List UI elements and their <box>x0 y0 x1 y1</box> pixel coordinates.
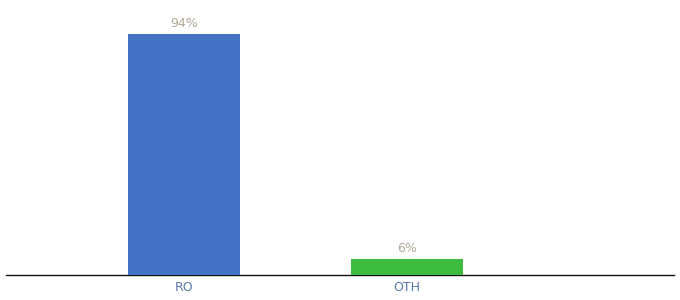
Text: 94%: 94% <box>170 17 198 30</box>
Bar <box>351 259 462 274</box>
Text: 6%: 6% <box>397 242 417 255</box>
Bar <box>129 34 239 274</box>
